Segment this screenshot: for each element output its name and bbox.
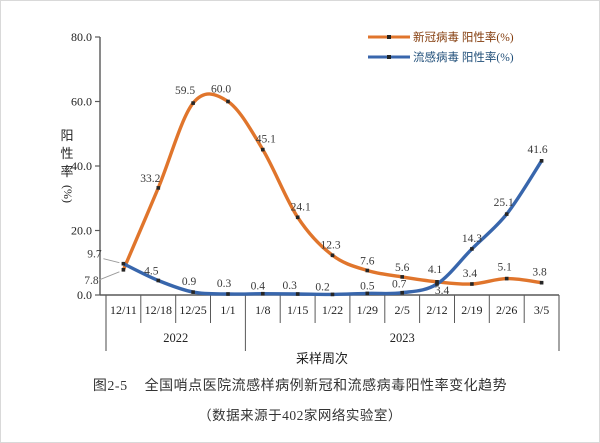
x-axis-year-label: 2022 bbox=[163, 331, 188, 345]
flu-positivity-data-label: 9.7 bbox=[87, 249, 102, 261]
covid-positivity-marker bbox=[470, 282, 474, 286]
covid-positivity-data-label: 12.3 bbox=[320, 239, 340, 251]
flu-positivity-marker bbox=[539, 159, 544, 163]
covid-positivity-marker bbox=[261, 147, 265, 152]
covid-positivity-marker bbox=[504, 276, 509, 281]
x-axis-year-label: 2023 bbox=[390, 331, 415, 345]
flu-positivity-marker bbox=[504, 212, 509, 216]
covid-positivity-data-label: 60.0 bbox=[211, 84, 231, 96]
figure-title: 全国哨点医院流感样病例新冠和流感病毒阳性率变化趋势 bbox=[144, 379, 508, 394]
flu-positivity-data-label: 0.9 bbox=[182, 276, 197, 288]
covid-positivity-marker bbox=[191, 101, 195, 105]
covid-positivity-data-label: 33.2 bbox=[140, 173, 160, 185]
covid-positivity-data-label: 24.1 bbox=[291, 201, 311, 213]
covid-positivity-marker bbox=[156, 186, 161, 190]
positivity-trend-chart: 0.0 20.0 40.0 60.0 80.0 12/11 12/18 12/25 1/1 1/8… bbox=[60, 30, 560, 366]
figure-number: 图2-5 bbox=[92, 379, 128, 394]
flu-positivity-marker bbox=[470, 247, 474, 251]
flu-positivity-marker bbox=[435, 282, 439, 286]
x-axis-date-label: 1/29 bbox=[357, 303, 378, 317]
covid-positivity-marker bbox=[539, 280, 544, 285]
flu-positivity-marker bbox=[261, 291, 265, 296]
flu-positivity-data-label: 0.2 bbox=[315, 281, 330, 293]
x-axis-date-label: 2/5 bbox=[395, 303, 410, 317]
flu-positivity-data-label: 0.7 bbox=[392, 279, 407, 291]
x-axis-title: 采样周次 bbox=[296, 351, 348, 366]
x-axis-date-label: 1/1 bbox=[220, 303, 235, 317]
x-axis-date-label: 12/18 bbox=[145, 303, 172, 317]
covid-positivity-marker bbox=[121, 268, 126, 272]
flu-positivity-line bbox=[121, 159, 544, 297]
label-leader-line bbox=[99, 271, 120, 281]
flu-positivity-data-label: 4.5 bbox=[144, 266, 159, 278]
flu-positivity-marker bbox=[191, 290, 195, 294]
flu-positivity-data-label: 25.1 bbox=[494, 197, 514, 209]
x-axis-date-label: 2/19 bbox=[461, 303, 482, 317]
covid-positivity-data-label: 7.6 bbox=[360, 256, 375, 268]
flu-positivity-marker bbox=[156, 278, 161, 283]
flu-positivity-marker bbox=[330, 292, 335, 297]
flu-positivity-data-label: 41.6 bbox=[528, 144, 548, 156]
covid-positivity-data-label: 59.5 bbox=[175, 85, 195, 97]
y-axis-tick-label: 60.0 bbox=[71, 95, 92, 109]
flu-positivity-data-label: 0.5 bbox=[360, 280, 375, 292]
y-axis-tick-label: 40.0 bbox=[71, 159, 92, 173]
figure-caption-line1: 图2-5 全国哨点医院流感样病例新冠和流感病毒阳性率变化趋势 bbox=[0, 375, 600, 395]
x-axis-date-label: 12/11 bbox=[110, 303, 137, 317]
covid-positivity-data-label: 4.1 bbox=[428, 264, 443, 276]
x-axis-date-label: 3/5 bbox=[534, 303, 549, 317]
covid-positivity-data-label: 5.1 bbox=[498, 262, 513, 274]
y-axis-title-unit: (%) bbox=[61, 185, 75, 203]
y-axis-tick-label: 80.0 bbox=[71, 30, 92, 44]
legend-item-covid-positivity: 新冠病毒 阳性率(%) bbox=[368, 30, 514, 44]
label-leader-line bbox=[103, 258, 120, 264]
x-axis-date-label: 1/15 bbox=[287, 303, 308, 317]
y-axis-tick-label: 20.0 bbox=[71, 224, 92, 238]
figure-source: （数据来源于402家网络实验室） bbox=[198, 408, 402, 423]
legend-label: 新冠病毒 阳性率(%) bbox=[413, 30, 514, 44]
flu-positivity-marker bbox=[365, 291, 370, 296]
flu-positivity-marker bbox=[400, 290, 404, 295]
x-axis-date-label: 1/8 bbox=[255, 303, 270, 317]
covid-positivity-marker bbox=[295, 215, 300, 220]
x-axis-date-label: 2/12 bbox=[426, 303, 447, 317]
x-axis-date-label: 2/26 bbox=[496, 303, 517, 317]
x-axis-date-label: 1/22 bbox=[322, 303, 343, 317]
legend-item-flu-positivity: 流感病毒 阳性率(%) bbox=[368, 50, 514, 64]
y-axis-title: 率 bbox=[60, 164, 73, 179]
covid-positivity-data-label: 3.4 bbox=[463, 268, 478, 280]
covid-positivity-marker bbox=[435, 280, 439, 284]
figure-caption: 图2-5 全国哨点医院流感样病例新冠和流感病毒阳性率变化趋势 （数据来源于402家… bbox=[0, 375, 600, 424]
x-axis-date-label: 12/25 bbox=[179, 303, 206, 317]
y-axis-tick-label: 0.0 bbox=[77, 288, 92, 302]
chart-canvas: 0.0 20.0 40.0 60.0 80.0 12/11 12/18 12/25 1/1 1/8… bbox=[60, 30, 560, 366]
legend-marker bbox=[387, 55, 391, 59]
flu-positivity-data-label: 0.3 bbox=[217, 278, 232, 290]
flu-positivity-marker bbox=[121, 261, 126, 266]
y-axis-title: 性 bbox=[60, 146, 73, 161]
flu-positivity-data-label: 3.4 bbox=[435, 285, 450, 297]
covid-positivity-marker bbox=[226, 99, 230, 104]
flu-positivity-data-label: 14.3 bbox=[462, 233, 482, 245]
y-axis-title: 阳 bbox=[60, 128, 73, 143]
flu-positivity-data-label: 0.4 bbox=[251, 281, 266, 293]
legend-label: 流感病毒 阳性率(%) bbox=[413, 50, 514, 64]
covid-positivity-data-label: 45.1 bbox=[256, 134, 276, 146]
flu-positivity-marker bbox=[226, 292, 230, 296]
legend-marker bbox=[387, 35, 391, 39]
flu-positivity-data-label: 0.3 bbox=[283, 280, 298, 292]
flu-positivity-marker bbox=[295, 292, 300, 296]
covid-positivity-data-label: 7.8 bbox=[84, 275, 99, 287]
covid-positivity-data-label: 3.8 bbox=[532, 267, 547, 279]
covid-positivity-marker bbox=[400, 275, 404, 279]
covid-positivity-marker bbox=[365, 268, 370, 273]
covid-positivity-data-label: 5.6 bbox=[395, 262, 410, 274]
covid-positivity-marker bbox=[330, 253, 335, 258]
